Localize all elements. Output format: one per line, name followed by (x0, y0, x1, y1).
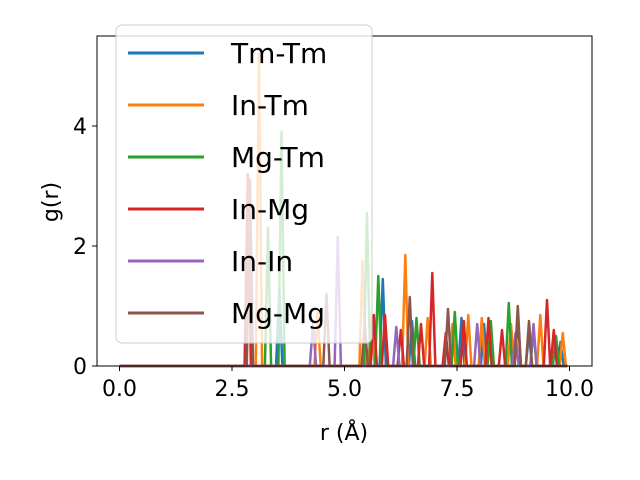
legend: Tm-Tm In-Tm Mg-Tm In-Mg In-In Mg-Mg (115, 24, 373, 344)
y-tick-label: 0 (73, 355, 87, 380)
legend-label: In-Tm (231, 89, 309, 122)
x-tick-label: 10.0 (545, 377, 594, 402)
legend-label: Tm-Tm (230, 37, 327, 70)
y-axis-label: g(r) (39, 182, 64, 222)
y-tick-label: 2 (73, 235, 87, 260)
legend-label: In-Mg (231, 193, 309, 226)
legend-box (115, 24, 373, 344)
legend-label: Mg-Tm (231, 141, 325, 174)
x-tick-label: 2.5 (215, 377, 250, 402)
x-tick-label: 5.0 (327, 377, 362, 402)
y-tick-label: 4 (73, 115, 87, 140)
legend-label: Mg-Mg (231, 297, 325, 330)
ticks: 0.0 2.5 5.0 7.5 10.0 0 2 4 (73, 115, 594, 402)
legend-label: In-In (231, 245, 293, 278)
x-axis-label: r (Å) (320, 419, 368, 446)
x-tick-label: 7.5 (440, 377, 475, 402)
x-tick-label: 0.0 (102, 377, 137, 402)
